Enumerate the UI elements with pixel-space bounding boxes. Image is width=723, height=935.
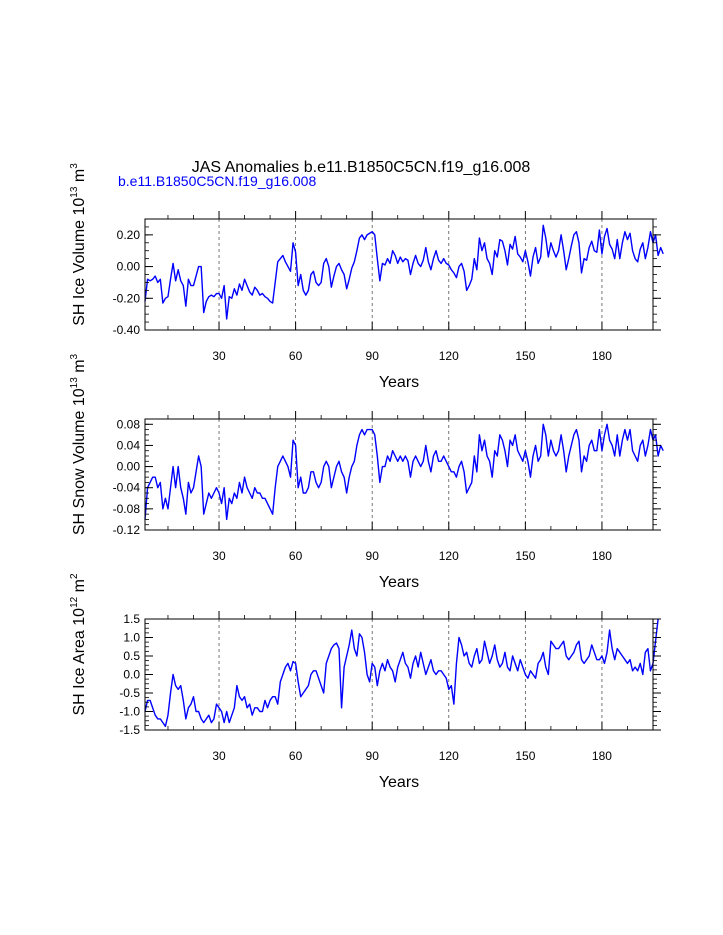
y-axis-label-text: SH Snow Volume 10 [71, 388, 88, 535]
y-tick-label: 0.00 [117, 460, 141, 474]
y-axis-label-text: SH Ice Area 10 [71, 608, 88, 716]
x-tick-label: 180 [592, 749, 612, 763]
y-axis-label: SH Ice Area 1012 m2 [69, 573, 88, 716]
y-tick-label: 0.04 [117, 438, 141, 452]
chart-title: JAS Anomalies b.e11.B1850C5CN.f19_g16.00… [192, 159, 531, 176]
x-axis-label: Years [379, 774, 419, 791]
x-tick-label: 90 [366, 749, 380, 763]
y-axis-label-text: SH Ice Volume 10 [71, 198, 88, 326]
y-axis-label-unit: m [71, 359, 88, 377]
x-tick-label: 150 [515, 349, 535, 363]
x-tick-label: 90 [366, 349, 380, 363]
chart-subtitle: b.e11.B1850C5CN.f19_g16.008 [118, 173, 316, 189]
x-tick-label: 60 [289, 349, 303, 363]
y-tick-label: 0.20 [117, 228, 141, 242]
y-tick-label: -1.0 [119, 705, 140, 719]
chart-panel-1: 30 60 90 120 150 180 -0.40 -0.20 0.00 0.20 Years SH… [69, 163, 664, 391]
chart-panels: 30 60 90 120 150 180 -0.40 -0.20 0.00 0.20 Years SH… [69, 163, 664, 791]
y-tick-label: 0.00 [117, 260, 141, 274]
chart-panel-3: 30 60 90 120 150 180 -1.5 -1.0 -0.5 0.0 0.5 1.0 1.5 Y… [69, 573, 661, 791]
x-tick-label: 150 [515, 749, 535, 763]
x-tick-label: 60 [289, 749, 303, 763]
x-tick-label: 120 [439, 349, 459, 363]
y-tick-label: -0.08 [113, 502, 141, 516]
x-tick-label: 30 [212, 349, 226, 363]
series-line [144, 224, 664, 320]
plot-frame [144, 418, 654, 531]
y-axis-label-unit: m [71, 169, 88, 187]
y-axis-label-unit-exponent: 2 [69, 573, 80, 579]
y-tick-label: 1.5 [123, 612, 140, 626]
x-tick-label: 30 [212, 749, 226, 763]
x-tick-label: 60 [289, 549, 303, 563]
y-axis-label-exponent: 12 [69, 596, 80, 608]
y-axis-label-unit-exponent: 3 [69, 353, 80, 359]
y-axis-label: SH Snow Volume 1013 m3 [69, 353, 88, 535]
x-axis-label: Years [379, 574, 419, 591]
plot-frame [144, 618, 654, 731]
x-tick-label: 150 [515, 549, 535, 563]
y-tick-label: -0.12 [113, 523, 141, 537]
x-tick-label: 120 [439, 549, 459, 563]
series-line [144, 423, 664, 521]
y-tick-label: 1.0 [123, 631, 140, 645]
y-tick-label: -1.5 [119, 723, 140, 737]
y-axis-label-unit: m [71, 579, 88, 597]
y-axis-label: SH Ice Volume 1013 m3 [69, 163, 88, 326]
y-tick-label: -0.04 [113, 481, 141, 495]
series-line [144, 618, 659, 727]
x-tick-label: 180 [592, 549, 612, 563]
y-tick-label: -0.5 [119, 686, 140, 700]
x-tick-label: 30 [212, 549, 226, 563]
chart-panel-2: 30 60 90 120 150 180 -0.12 -0.08 -0.04 0.00 0.04 0.… [69, 353, 664, 591]
y-axis-label-exponent: 13 [69, 377, 80, 389]
y-tick-label: 0.5 [123, 649, 140, 663]
x-tick-label: 90 [366, 549, 380, 563]
y-tick-label: -0.20 [113, 291, 141, 305]
x-tick-label: 180 [592, 349, 612, 363]
y-tick-label: 0.08 [117, 417, 141, 431]
y-tick-label: -0.40 [113, 323, 141, 337]
x-axis-label: Years [379, 374, 419, 391]
x-tick-label: 120 [439, 749, 459, 763]
y-tick-label: 0.0 [123, 668, 140, 682]
y-axis-label-unit-exponent: 3 [69, 163, 80, 169]
y-axis-label-exponent: 13 [69, 186, 80, 198]
